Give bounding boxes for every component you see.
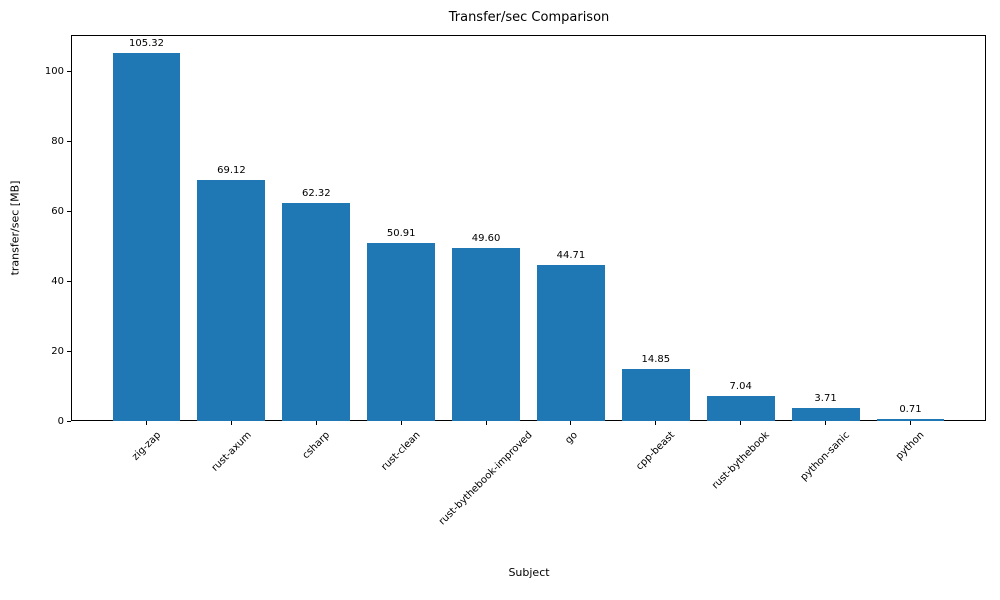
bar-value-label: 7.04 <box>729 381 752 393</box>
x-tick-label: rust-bythebook-improved <box>437 429 536 528</box>
bar-rust-clean <box>367 243 436 421</box>
y-tick-mark <box>67 350 71 352</box>
y-tick-label: 80 <box>51 136 64 148</box>
bar-rust-axum <box>197 179 266 421</box>
x-tick-mark <box>230 421 232 425</box>
x-tick-mark <box>400 421 402 425</box>
x-tick-mark <box>485 421 487 425</box>
x-tick-mark <box>570 421 572 425</box>
x-tick-label: zig-zap <box>129 429 163 463</box>
bar-python <box>876 418 945 421</box>
y-tick-label: 60 <box>51 206 64 218</box>
bar-value-label: 0.71 <box>899 403 922 415</box>
y-axis-label: transfer/sec [MB] <box>8 180 22 276</box>
x-axis-label: Subject <box>508 566 550 579</box>
y-tick-mark <box>67 420 71 422</box>
x-tick-label: cpp-beast <box>634 429 677 473</box>
bar-go <box>536 264 605 421</box>
y-tick-mark <box>67 280 71 282</box>
x-tick-mark <box>315 421 317 425</box>
y-tick-label: 100 <box>44 66 64 78</box>
bar-csharp <box>282 203 351 421</box>
y-tick-label: 0 <box>57 415 64 427</box>
bar-rust-bythebook <box>706 396 775 421</box>
bar-rust-bythebook-improved <box>452 247 520 421</box>
y-tick-mark <box>67 211 71 213</box>
y-tick-mark <box>67 71 71 73</box>
y-tick-mark <box>67 141 71 143</box>
x-tick-label: python <box>894 429 927 463</box>
y-tick-label: 40 <box>51 275 64 287</box>
x-tick-label: go <box>562 429 580 447</box>
bar-value-label: 50.91 <box>386 228 416 240</box>
x-tick-label: csharp <box>300 429 332 462</box>
bar-value-label: 14.85 <box>641 354 671 366</box>
x-tick-label: python-sanic <box>798 429 853 484</box>
x-tick-label: rust-clean <box>379 429 423 473</box>
x-tick-mark <box>740 421 742 425</box>
bar-value-label: 44.71 <box>556 249 586 261</box>
bar-value-label: 49.60 <box>471 232 501 244</box>
bar-python-sanic <box>791 408 860 421</box>
x-tick-label: rust-bythebook <box>710 429 772 492</box>
x-tick-label: rust-axum <box>209 429 254 474</box>
bar-value-label: 3.71 <box>814 393 837 405</box>
x-tick-mark <box>655 421 657 425</box>
x-tick-mark <box>825 421 827 425</box>
bar-zig-zap <box>112 53 181 421</box>
x-tick-mark <box>909 421 911 425</box>
bar-cpp-beast <box>621 369 690 421</box>
x-tick-mark <box>146 421 148 425</box>
chart-title: Transfer/sec Comparison <box>448 10 610 25</box>
y-tick-label: 20 <box>51 345 64 357</box>
bar-value-label: 69.12 <box>217 164 246 176</box>
bar-value-label: 62.32 <box>301 188 331 200</box>
bar-value-label: 105.32 <box>129 38 165 50</box>
